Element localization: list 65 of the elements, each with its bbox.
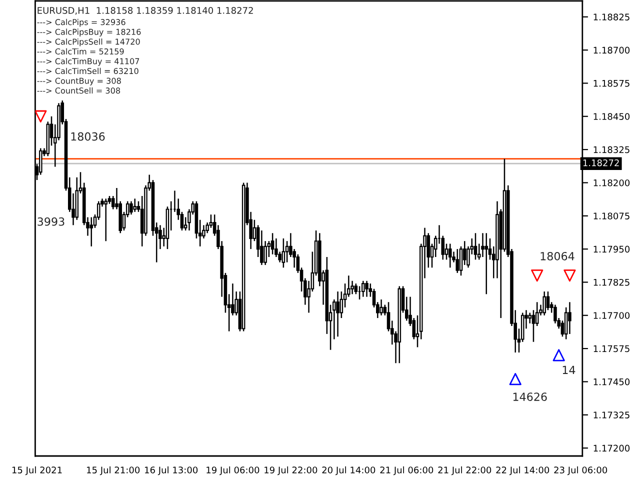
candlestick	[130, 200, 133, 216]
y-tick-label: 1.18700	[594, 46, 630, 54]
candlestick	[448, 243, 452, 268]
y-tick-label: 1.18825	[594, 14, 630, 20]
x-tick-label: 20 Jul 14:00	[322, 466, 376, 476]
candlestick	[546, 290, 550, 311]
annotation: ---> CalcPips = 32936	[37, 18, 126, 27]
y-tick-label: 1.17200	[594, 444, 630, 452]
candlestick	[362, 280, 365, 298]
annotation: ---> CountBuy = 308	[37, 78, 121, 86]
y-tick-label: 1.17450	[594, 378, 630, 386]
y-tick-label: 1.17700	[594, 312, 630, 319]
candlestick	[456, 248, 460, 274]
candlestick	[532, 309, 536, 343]
y-tick-label: 1.17950	[594, 246, 630, 253]
x-tick-label: 22 Jul 14:00	[496, 466, 550, 476]
point	[564, 270, 576, 282]
candlestick	[336, 290, 340, 338]
annotation: ---> CalcPipsSell = 14720	[37, 38, 140, 46]
y-tick-label: 1.17325	[594, 412, 630, 418]
point	[531, 270, 544, 282]
annotation: 14	[562, 366, 576, 374]
x-tick-label: 16 Jul 13:00	[145, 466, 198, 476]
point	[552, 349, 565, 362]
candlestick	[104, 198, 108, 242]
candlestick	[270, 232, 274, 255]
candlestick	[528, 312, 532, 324]
point	[35, 110, 47, 122]
annotation: 14626	[513, 392, 547, 401]
candlestick	[542, 290, 546, 316]
y-tick-label: 1.17825	[594, 278, 630, 286]
annotation: ---> CalcPipsBuy = 18216	[37, 28, 141, 36]
y-tick-label: 1.18325	[594, 146, 630, 154]
annotation: 3993	[38, 217, 64, 226]
x-tick-label: 19 Jul 06:00	[206, 466, 260, 476]
annotation: ---> CalcTim = 52159	[37, 48, 124, 54]
candlestick	[568, 301, 572, 335]
y-tick-label: 1.18450	[594, 113, 630, 120]
annotation: ---> CalcTimBuy = 41107	[37, 58, 140, 66]
candlestick	[474, 232, 478, 260]
ref-line-label: 1.18272	[583, 159, 619, 166]
annotation: ---> CalcTimSell = 63210	[37, 68, 138, 74]
x-tick-label: 19 Jul 22:00	[264, 466, 318, 476]
x-tick-label: 21 Jul 06:00	[380, 466, 434, 476]
candlestick	[264, 240, 267, 266]
x-tick-label: 15 Jul 2021	[12, 466, 62, 476]
x-tick-label: 15 Jul 21:00	[87, 466, 140, 476]
annotation: 18064	[540, 252, 574, 260]
point	[509, 372, 522, 386]
candlestick	[90, 216, 94, 248]
annotation: ---> CountSell = 308	[37, 87, 120, 94]
candlestick	[484, 232, 488, 295]
candlestick	[380, 298, 383, 316]
x-tick-label: 23 Jul 06:00	[554, 466, 608, 476]
candlestick	[133, 198, 136, 213]
annotation: 18036	[71, 132, 105, 141]
text: EURUSD,H1 1.18158 1.18359 1.18140 1.18272	[38, 7, 253, 15]
y-tick-label: 1.18200	[594, 179, 630, 186]
candlestick	[365, 280, 368, 298]
candlestick	[282, 238, 286, 268]
x-tick-label: 21 Jul 22:00	[438, 466, 492, 476]
candlestick	[481, 232, 484, 258]
y-tick-label: 1.18075	[594, 212, 630, 220]
y-tick-label: 1.18575	[594, 80, 630, 87]
y-tick-label: 1.17575	[594, 345, 630, 352]
